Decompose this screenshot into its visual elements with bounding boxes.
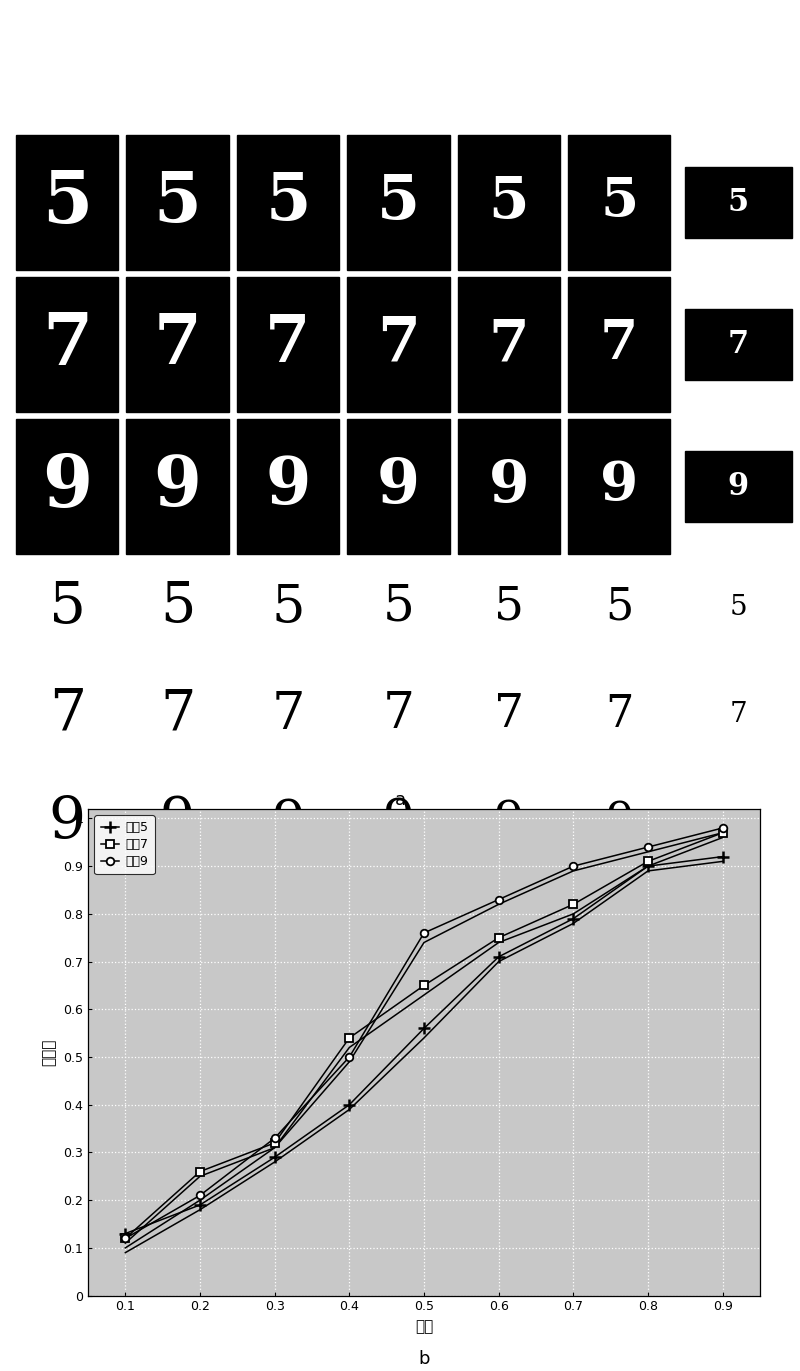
字符7 — [643, 853, 653, 869]
Text: 9: 9 — [494, 799, 524, 845]
Text: 5: 5 — [154, 169, 202, 236]
Text: 7: 7 — [49, 687, 86, 743]
字符7 — [195, 1164, 205, 1180]
Text: 5: 5 — [489, 174, 529, 230]
字符7 — [270, 1135, 279, 1152]
Text: 7: 7 — [605, 692, 634, 736]
Text: 9: 9 — [160, 795, 195, 850]
Text: 5: 5 — [42, 167, 92, 239]
Bar — [347, 420, 450, 554]
字符5 — [569, 910, 578, 927]
Bar — [16, 277, 118, 411]
Bar — [237, 420, 339, 554]
字符7 — [494, 930, 503, 946]
字符9 — [270, 1130, 279, 1146]
字符7 — [419, 978, 429, 994]
Text: 9: 9 — [49, 794, 86, 850]
Bar — [685, 451, 792, 522]
字符5 — [718, 849, 727, 865]
Text: 7: 7 — [271, 690, 305, 740]
Text: 5: 5 — [271, 581, 305, 632]
Text: 9: 9 — [382, 798, 414, 847]
Text: 7: 7 — [728, 329, 749, 361]
字符9 — [195, 1187, 205, 1204]
Y-axis label: 平均度: 平均度 — [41, 1039, 56, 1065]
Line: 字符9: 字符9 — [122, 824, 726, 1242]
Text: 5: 5 — [49, 579, 86, 635]
Text: 9: 9 — [154, 452, 202, 520]
Bar — [16, 420, 118, 554]
Bar — [458, 420, 560, 554]
Text: 9: 9 — [600, 461, 638, 513]
Line: 字符5: 字符5 — [120, 851, 728, 1239]
Bar — [237, 277, 339, 411]
字符9 — [345, 1049, 354, 1065]
Bar — [568, 134, 670, 270]
Text: 7: 7 — [382, 690, 414, 739]
Text: 7: 7 — [489, 317, 529, 373]
Text: 5: 5 — [160, 580, 195, 635]
字符7 — [718, 824, 727, 840]
字符9 — [494, 891, 503, 908]
Text: 7: 7 — [154, 311, 202, 378]
Text: 9: 9 — [271, 797, 305, 847]
Bar — [458, 134, 560, 270]
Text: 5: 5 — [730, 594, 747, 621]
Bar — [126, 420, 229, 554]
Bar — [685, 167, 792, 239]
Text: 9: 9 — [489, 458, 529, 514]
Bar — [458, 277, 560, 411]
Text: a: a — [394, 791, 406, 809]
Bar — [347, 134, 450, 270]
Text: 5: 5 — [494, 584, 524, 629]
Bar — [347, 277, 450, 411]
Text: b: b — [418, 1350, 430, 1368]
Bar — [237, 134, 339, 270]
字符5 — [419, 1020, 429, 1036]
Bar — [126, 134, 229, 270]
Text: 7: 7 — [266, 313, 310, 377]
字符7 — [121, 1230, 130, 1246]
Text: 7: 7 — [160, 687, 195, 742]
字符9 — [419, 924, 429, 941]
Text: 7: 7 — [600, 318, 638, 370]
字符5 — [270, 1149, 279, 1165]
X-axis label: 阁值: 阁值 — [415, 1319, 433, 1334]
Bar — [16, 134, 118, 270]
Text: 7: 7 — [377, 314, 420, 374]
字符5 — [494, 949, 503, 965]
Bar — [568, 420, 670, 554]
Text: 5: 5 — [728, 186, 749, 218]
字符9 — [569, 858, 578, 875]
Text: 9: 9 — [42, 451, 92, 522]
Bar — [685, 308, 792, 380]
字符9 — [121, 1230, 130, 1246]
Text: 5: 5 — [382, 583, 414, 632]
Legend: 字符5, 字符7, 字符9: 字符5, 字符7, 字符9 — [94, 816, 154, 875]
Line: 字符7: 字符7 — [122, 829, 726, 1242]
字符7 — [569, 897, 578, 913]
Text: 9: 9 — [730, 809, 747, 835]
Text: 5: 5 — [377, 173, 420, 233]
Text: 9: 9 — [728, 472, 749, 502]
字符5 — [195, 1197, 205, 1213]
字符9 — [718, 820, 727, 836]
Text: 9: 9 — [605, 801, 634, 843]
字符5 — [643, 858, 653, 875]
Bar — [568, 277, 670, 411]
Text: 9: 9 — [266, 454, 310, 518]
Text: 5: 5 — [600, 177, 638, 229]
字符7 — [345, 1030, 354, 1046]
字符5 — [121, 1226, 130, 1242]
字符9 — [643, 839, 653, 856]
Text: 9: 9 — [377, 457, 420, 517]
Text: 7: 7 — [42, 308, 92, 380]
字符5 — [345, 1097, 354, 1113]
Text: 7: 7 — [730, 701, 747, 728]
Text: 5: 5 — [266, 170, 310, 234]
Text: 5: 5 — [605, 585, 634, 629]
Bar — [126, 277, 229, 411]
Text: 7: 7 — [494, 692, 524, 738]
